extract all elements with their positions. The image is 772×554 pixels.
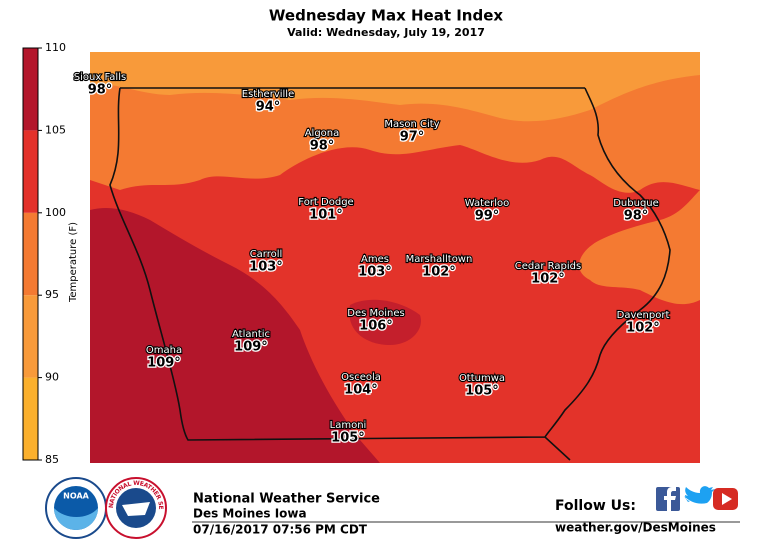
colorbar-frame: [22, 47, 39, 461]
city-name: Dubuque: [613, 198, 659, 209]
city-name: Marshalltown: [406, 254, 473, 265]
title: Wednesday Max Heat Index: [269, 7, 503, 25]
city-name: Waterloo: [465, 198, 510, 209]
url[interactable]: weather.gov/DesMoines: [555, 521, 716, 535]
twitter-icon[interactable]: [684, 486, 715, 504]
city-name: Fort Dodge: [298, 197, 353, 208]
city-name: Lamoni: [330, 420, 367, 431]
colorbar-tick-label: 95: [45, 288, 59, 301]
city-temp: 103°: [249, 260, 283, 275]
city-name: Estherville: [242, 89, 294, 100]
colorbar-segment: [23, 48, 38, 131]
city-name: Ames: [361, 254, 389, 265]
colorbar-segment: [23, 295, 38, 378]
hot-zone: [349, 299, 421, 345]
colorbar-segment: [23, 377, 38, 460]
city-name: Carroll: [250, 249, 283, 260]
city-temp: 105°: [331, 431, 365, 446]
city-temp: 109°: [147, 356, 181, 371]
city-name: Ottumwa: [459, 373, 505, 384]
city-name: Osceola: [341, 372, 381, 383]
city-temp: 105°: [465, 384, 499, 399]
city-temp: 98°: [310, 139, 335, 154]
colorbar-label: Temperature (F): [68, 222, 79, 303]
office: Des Moines Iowa: [193, 507, 307, 521]
city-name: Davenport: [617, 310, 670, 321]
colorbar-tick-label: 105: [45, 123, 66, 136]
colorbar-segment: [23, 130, 38, 213]
city-temp: 98°: [624, 209, 649, 224]
hot-zone: [90, 208, 380, 463]
noaa-logo: NOAA: [45, 477, 107, 539]
issued: 07/16/2017 07:56 PM CDT: [193, 523, 368, 537]
state-border: [109, 87, 671, 461]
city-temp: 109°: [234, 340, 268, 355]
city-temp: 102°: [422, 265, 456, 280]
noaa-text: NOAA: [63, 492, 89, 501]
colorbar-segment: [23, 212, 38, 296]
city-temp: 102°: [531, 272, 565, 287]
city-name: Sioux Falls: [74, 72, 126, 83]
city-name: Atlantic: [232, 329, 270, 340]
city-temp: 103°: [358, 265, 392, 280]
follow: Follow Us:: [555, 498, 636, 514]
colorbar: 85 90 95 100 105 110: [22, 41, 66, 466]
colorbar-tick-label: 110: [45, 41, 66, 54]
city-temp: 98°: [88, 83, 113, 98]
city-name: Mason City: [384, 119, 439, 130]
city-temp: 106°: [359, 319, 393, 334]
colorbar-tick-label: 100: [45, 206, 66, 219]
city-temp: 101°: [309, 208, 343, 223]
colorbar-tick-label: 85: [45, 453, 59, 466]
org: National Weather Service: [193, 492, 380, 507]
city-temp: 99°: [475, 209, 500, 224]
city-name: Cedar Rapids: [515, 261, 581, 272]
city-name: Algona: [305, 128, 340, 139]
mild-zone: [90, 52, 700, 122]
subtitle: Valid: Wednesday, July 19, 2017: [287, 26, 485, 39]
city-temp: 104°: [344, 383, 378, 398]
city-name: Omaha: [146, 345, 182, 356]
city-temp: 97°: [400, 130, 425, 145]
colorbar-tick-label: 90: [45, 371, 59, 384]
map: [90, 52, 700, 463]
city-temp: 94°: [256, 100, 281, 115]
city-name: Des Moines: [347, 308, 404, 319]
warm-zone: [579, 190, 700, 305]
city-temp: 102°: [626, 321, 660, 336]
